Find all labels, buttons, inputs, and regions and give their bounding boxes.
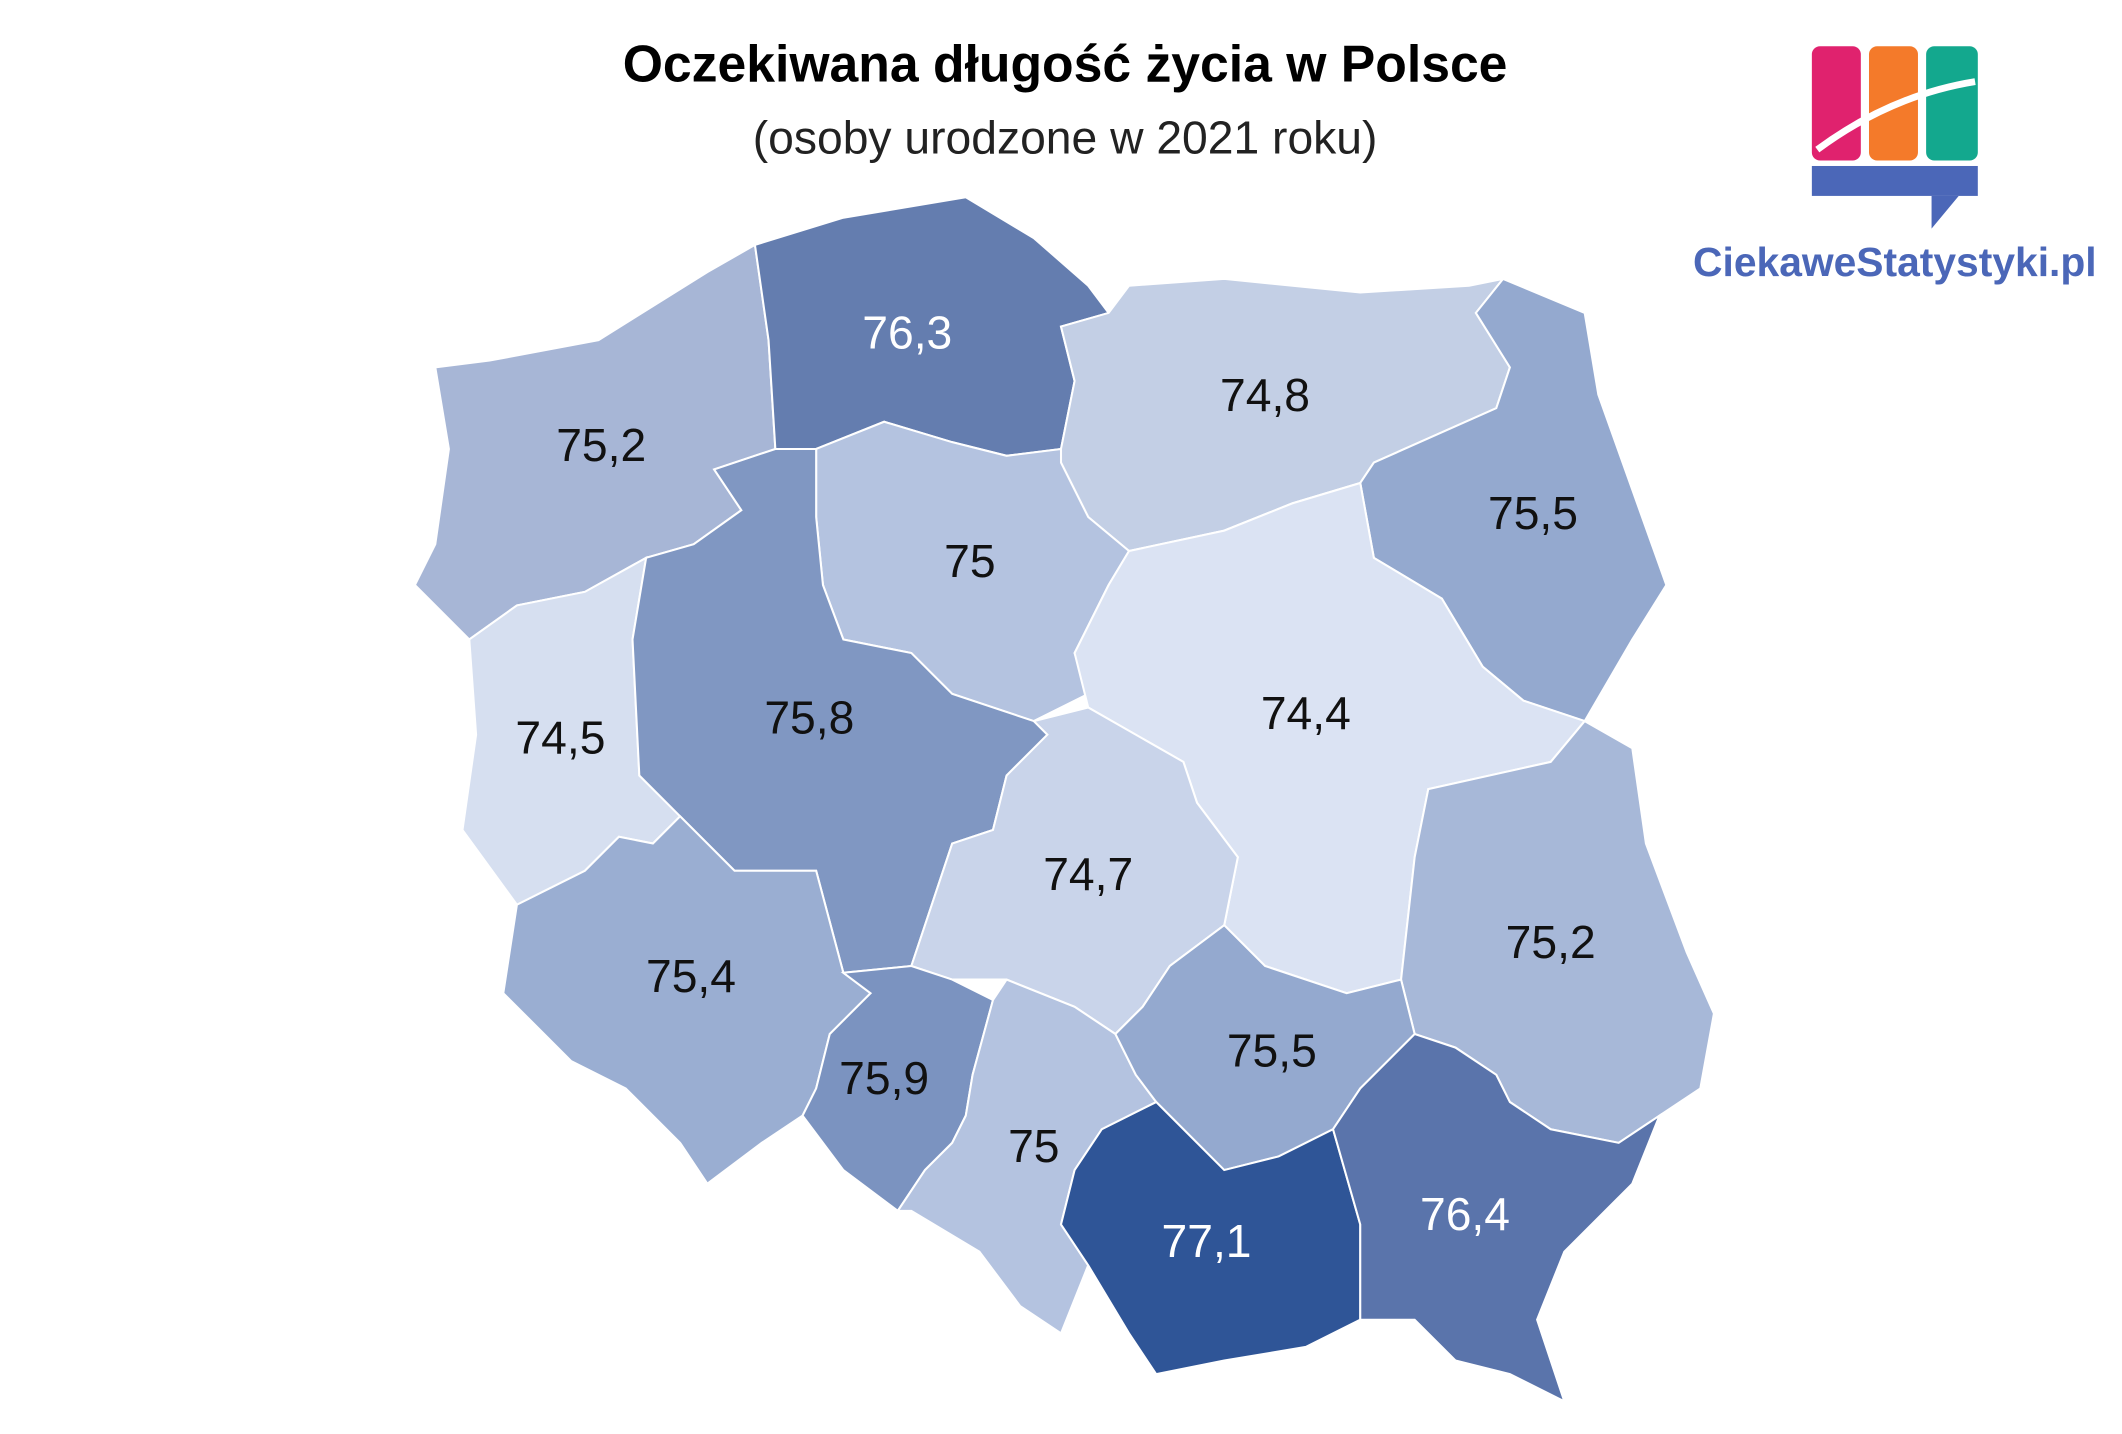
region-label: 75,2 <box>556 419 646 471</box>
logo-tail <box>1931 195 1959 229</box>
region-label: 75 <box>1008 1120 1059 1172</box>
region <box>1331 1032 1662 1404</box>
logo-base <box>1811 165 1978 196</box>
region-label: 76,3 <box>862 306 952 358</box>
region-label: 75,9 <box>839 1052 929 1104</box>
logo-curve <box>1815 78 1976 153</box>
region-label: 77,1 <box>1162 1215 1252 1267</box>
title: Oczekiwana długość życia w Polsce <box>623 35 1508 93</box>
region-label: 76,4 <box>1420 1188 1510 1240</box>
region-label: 74,7 <box>1043 848 1133 900</box>
region-label: 75,5 <box>1227 1025 1317 1077</box>
region-label: 74,4 <box>1261 687 1351 739</box>
region-label: 74,8 <box>1220 369 1310 421</box>
subtitle: (osoby urodzone w 2021 roku) <box>753 112 1378 164</box>
logo: CiekaweStatystyki.pl <box>1693 46 2097 285</box>
logo-bar <box>1926 46 1978 161</box>
brand: CiekaweStatystyki.pl <box>1693 239 2097 285</box>
region <box>1059 1100 1362 1376</box>
region-label: 75,8 <box>764 691 854 743</box>
region-label: 75,2 <box>1506 916 1596 968</box>
regions: 75,2 76,3 74,8 75,5 75 74,5 75,8 74,4 74,7 75,4 75… <box>413 196 1715 1404</box>
region-label: 74,5 <box>515 712 605 764</box>
region-label: 75,5 <box>1488 487 1578 539</box>
region-label: 75,4 <box>646 950 736 1002</box>
logo-bar <box>1811 46 1861 161</box>
region-label: 75 <box>944 535 995 587</box>
